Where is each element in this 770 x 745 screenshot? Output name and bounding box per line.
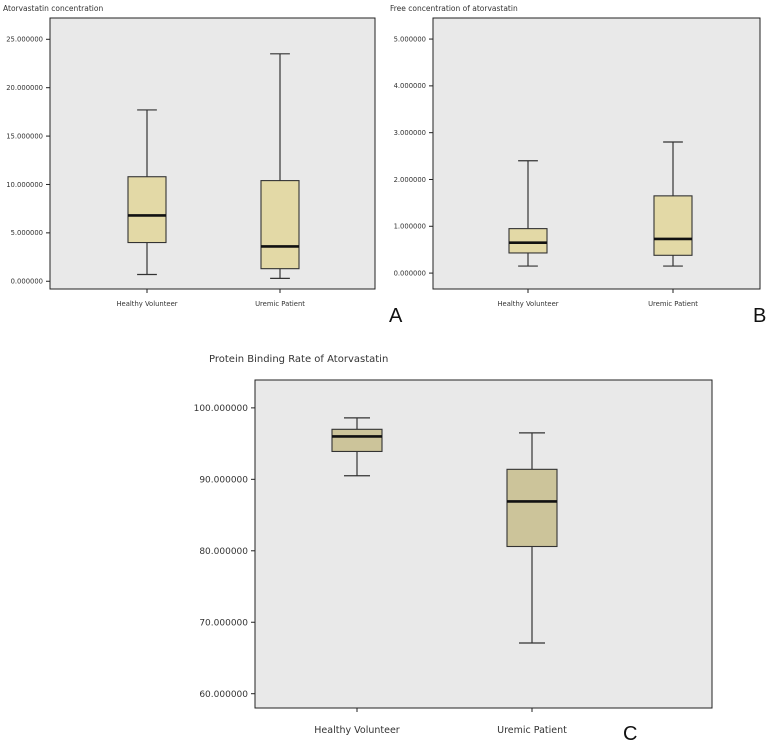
y-tick-label: 60.000000 [199, 690, 248, 700]
y-tick-label: 4.000000 [394, 82, 426, 90]
y-tick-label: 15.000000 [6, 132, 43, 140]
y-tick-label: 2.000000 [394, 176, 426, 184]
y-tick-label: 20.000000 [6, 84, 43, 92]
box-iqr [508, 228, 548, 254]
x-tick-label: Uremic Patient [255, 300, 305, 308]
box-iqr [653, 195, 693, 256]
plot-area [432, 17, 761, 290]
y-tick-label: 90.000000 [199, 475, 248, 485]
x-tick-label: Healthy Volunteer [497, 300, 558, 308]
x-tick-label: Healthy Volunteer [116, 300, 177, 308]
panel-label: C [623, 723, 637, 745]
panel-label: B [753, 305, 766, 327]
chart-free-concentration: Free concentration of atorvastatin 0.0000… [385, 0, 770, 330]
chart-c-svg: Protein Binding Rate of Atorvastatin 60.0… [194, 354, 713, 745]
chart-title: Free concentration of atorvastatin [390, 4, 518, 13]
x-tick-label: Uremic Patient [497, 725, 567, 736]
y-tick-label: 3.000000 [394, 129, 426, 137]
y-tick-label: 0.000000 [11, 278, 43, 286]
y-tick-label: 5.000000 [11, 229, 43, 237]
panel-label: A [389, 305, 403, 327]
x-tick-label: Healthy Volunteer [314, 725, 400, 736]
y-tick-label: 100.000000 [194, 404, 249, 414]
y-tick-label: 70.000000 [199, 618, 248, 628]
chart-title: Atorvastatin concentration [3, 4, 103, 13]
x-tick-label: Uremic Patient [648, 300, 698, 308]
chart-b-svg: Free concentration of atorvastatin 0.0000… [390, 4, 766, 327]
chart-a-svg: Atorvastatin concentration 0.000000 5.0000… [3, 4, 403, 327]
y-tick-label: 0.000000 [394, 269, 426, 277]
box-iqr [331, 428, 383, 453]
y-tick-label: 10.000000 [6, 181, 43, 189]
chart-atorvastatin-concentration: Atorvastatin concentration 0.000000 5.0000… [0, 0, 403, 330]
y-tick-label: 80.000000 [199, 547, 248, 557]
y-tick-label: 25.000000 [6, 36, 43, 44]
box-iqr [127, 176, 167, 244]
plot-area [49, 17, 376, 290]
plot-area [254, 379, 713, 709]
box-iqr [506, 468, 558, 548]
chart-protein-binding-rate: Protein Binding Rate of Atorvastatin 60.0… [0, 340, 770, 745]
box-iqr [260, 180, 300, 270]
chart-title: Protein Binding Rate of Atorvastatin [209, 354, 388, 365]
y-tick-label: 1.000000 [394, 223, 426, 231]
y-tick-label: 5.000000 [394, 35, 426, 43]
